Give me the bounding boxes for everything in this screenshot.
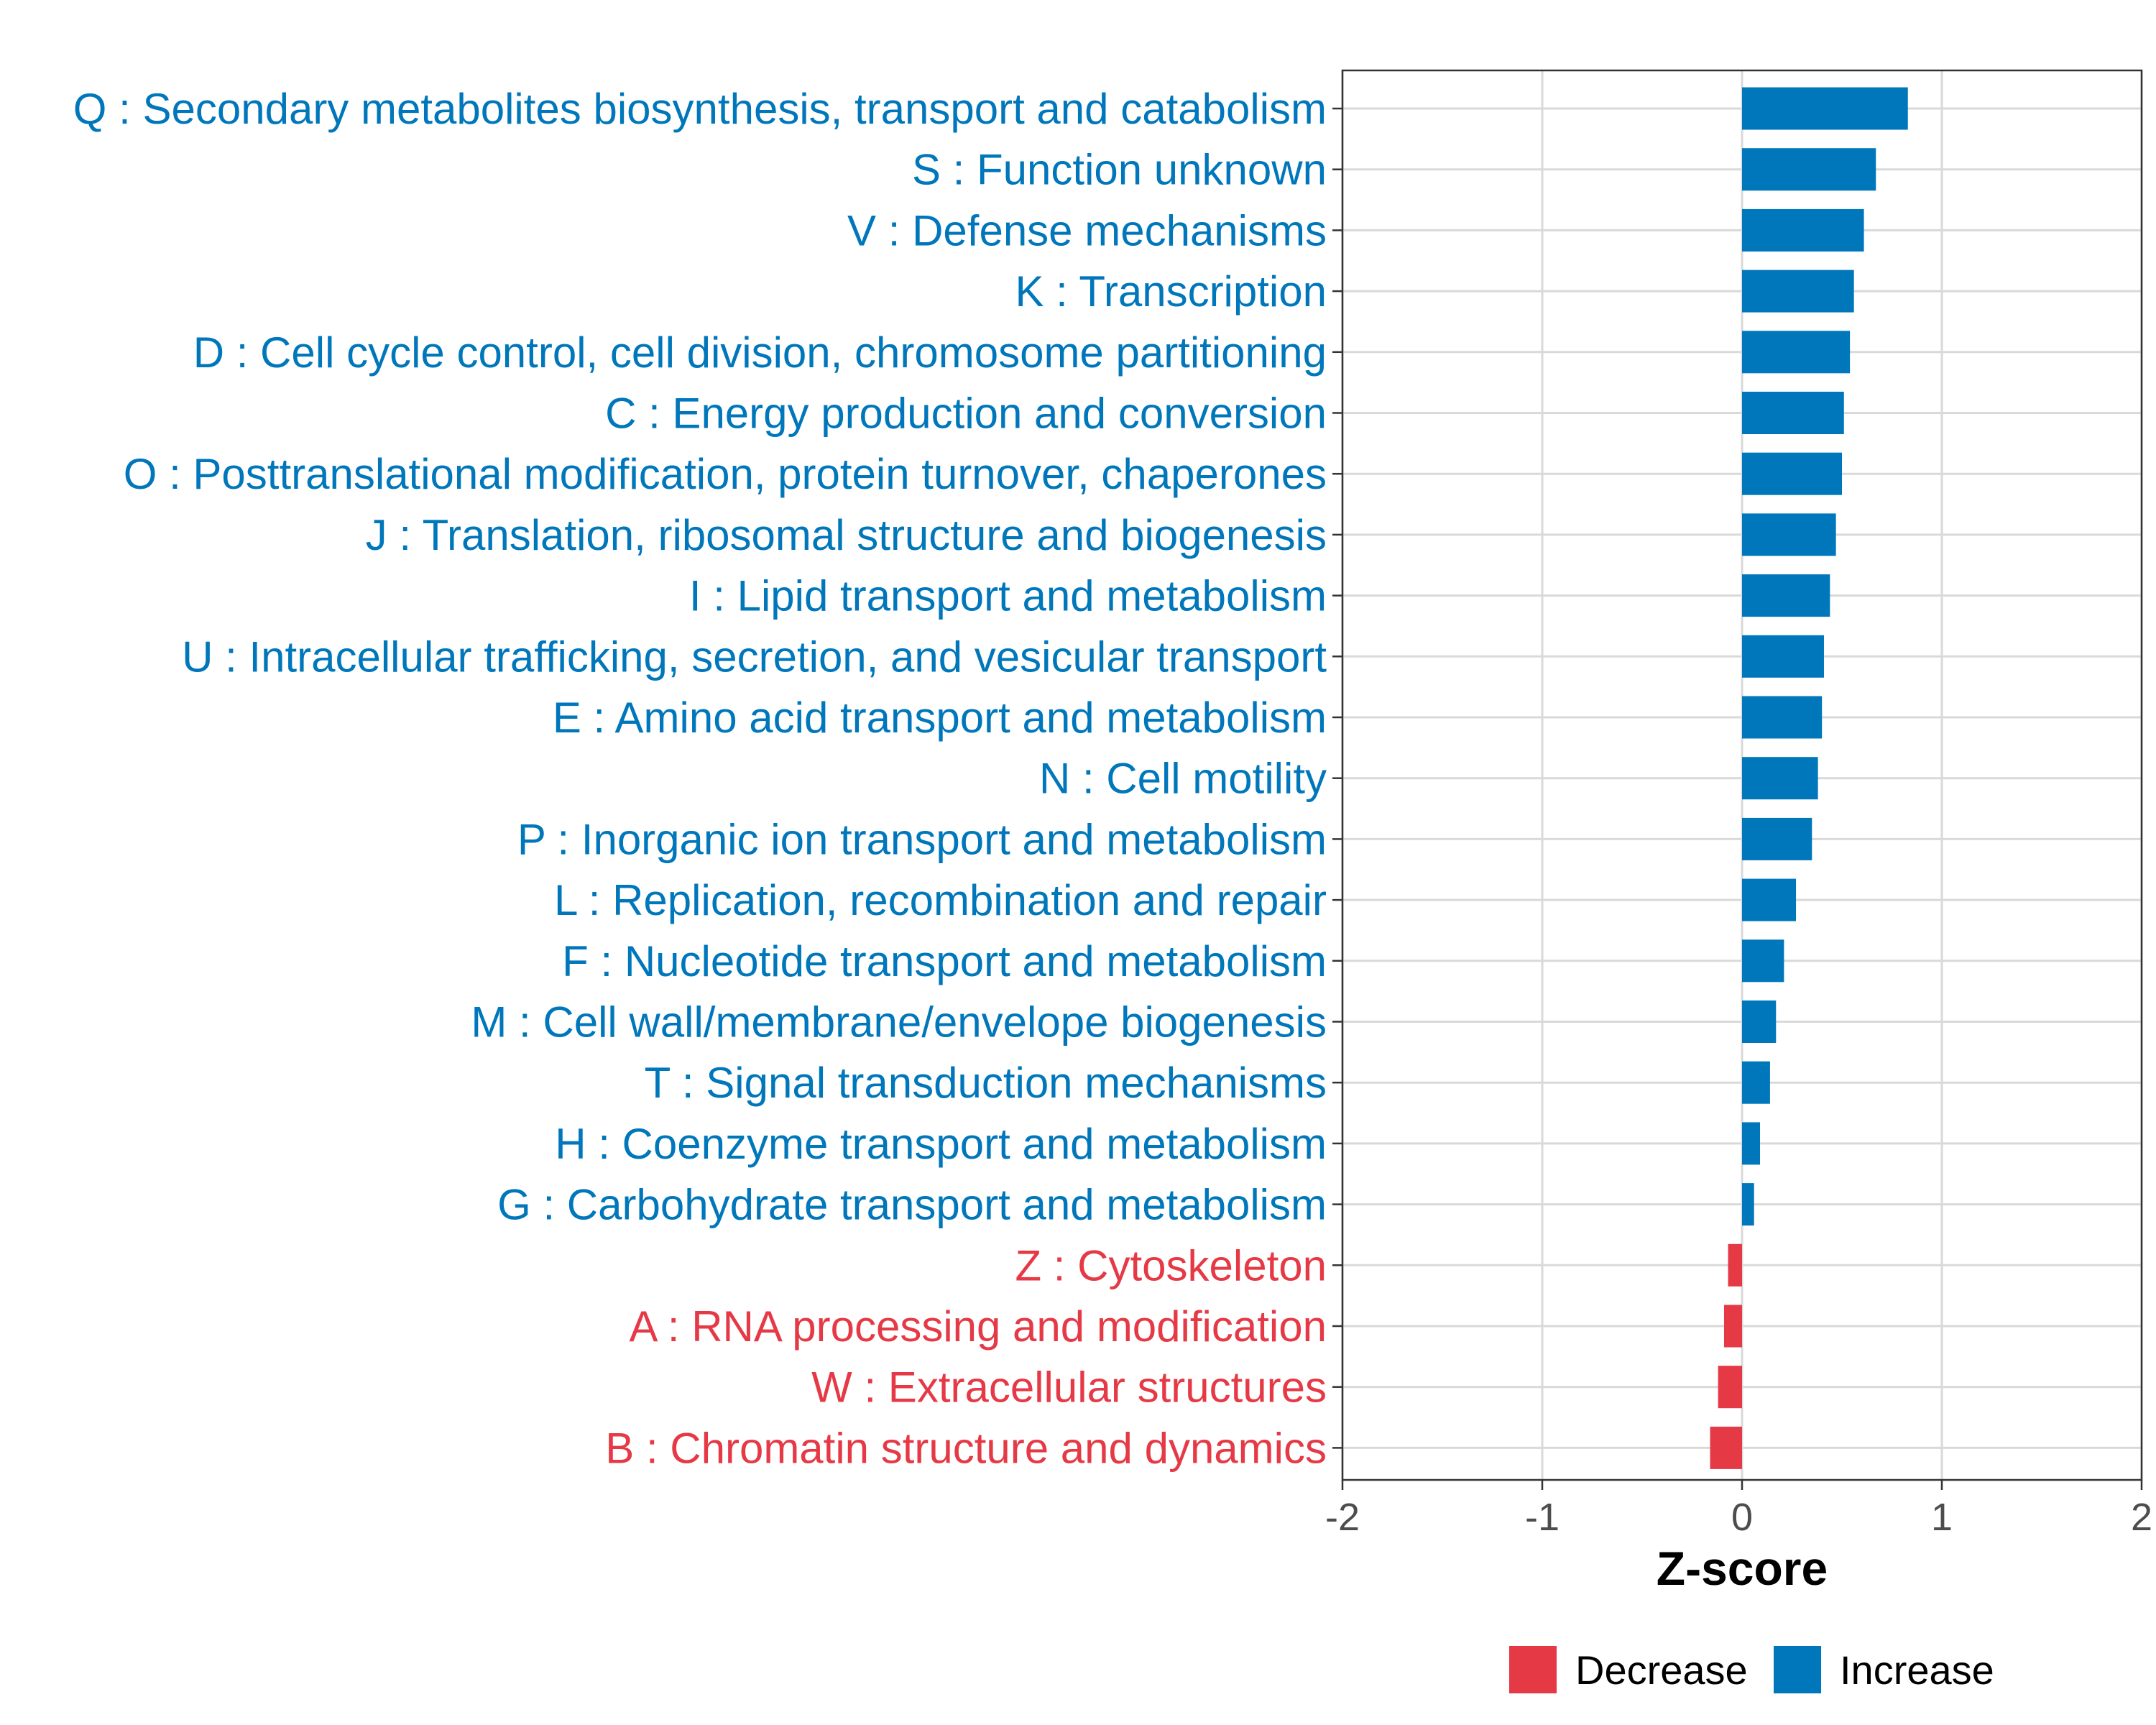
category-label-14: F : Nucleotide transport and metabolism — [562, 937, 1327, 985]
bar-8 — [1742, 574, 1830, 617]
bar-9 — [1742, 635, 1824, 678]
bar-20 — [1723, 1305, 1742, 1348]
bar-17 — [1742, 1122, 1761, 1165]
x-tick-label-1: -1 — [1525, 1496, 1560, 1539]
category-label-9: U : Intracellular trafficking, secretion… — [182, 632, 1327, 681]
bars — [1710, 87, 1908, 1469]
bar-15 — [1742, 1000, 1777, 1043]
category-label-11: N : Cell motility — [1039, 755, 1327, 803]
category-label-7: J : Translation, ribosomal structure and… — [366, 511, 1327, 559]
bar-1 — [1742, 148, 1876, 191]
bar-7 — [1742, 513, 1836, 556]
category-label-3: K : Transcription — [1015, 267, 1327, 316]
bar-3 — [1742, 270, 1854, 313]
category-label-0: Q : Secondary metabolites biosynthesis, … — [73, 85, 1327, 133]
category-label-19: Z : Cytoskeleton — [1015, 1241, 1327, 1289]
category-label-5: C : Energy production and conversion — [605, 390, 1327, 438]
legend: Decrease Increase — [1509, 1646, 1994, 1693]
x-axis-title: Z-score — [1657, 1542, 1828, 1595]
category-label-8: I : Lipid transport and metabolism — [689, 572, 1327, 620]
x-axis: -2 -1 0 1 2 — [1325, 1480, 2152, 1539]
category-label-16: T : Signal transduction mechanisms — [645, 1059, 1327, 1107]
bar-21 — [1718, 1366, 1742, 1409]
legend-swatch-increase — [1774, 1646, 1821, 1693]
category-label-13: L : Replication, recombination and repai… — [554, 876, 1327, 924]
bar-19 — [1728, 1243, 1742, 1287]
category-label-6: O : Posttranslational modification, prot… — [124, 450, 1327, 498]
bar-14 — [1742, 939, 1784, 983]
bar-5 — [1742, 392, 1844, 434]
category-label-21: W : Extracellular structures — [811, 1363, 1327, 1412]
legend-label-increase: Increase — [1840, 1647, 1994, 1693]
category-label-4: D : Cell cycle control, cell division, c… — [193, 328, 1327, 377]
legend-swatch-decrease — [1509, 1646, 1557, 1693]
category-label-22: B : Chromatin structure and dynamics — [605, 1424, 1327, 1472]
category-label-15: M : Cell wall/membrane/envelope biogenes… — [471, 998, 1327, 1046]
category-label-12: P : Inorganic ion transport and metaboli… — [517, 815, 1327, 863]
category-label-10: E : Amino acid transport and metabolism — [553, 694, 1327, 742]
bar-13 — [1742, 878, 1797, 921]
bar-4 — [1742, 331, 1851, 374]
bar-16 — [1742, 1061, 1770, 1104]
bar-10 — [1742, 696, 1823, 739]
bar-11 — [1742, 757, 1818, 800]
category-label-20: A : RNA processing and modification — [629, 1302, 1327, 1351]
x-tick-label-2: 0 — [1731, 1496, 1753, 1539]
bar-2 — [1742, 208, 1864, 252]
x-tick-label-3: 1 — [1931, 1496, 1953, 1539]
bar-12 — [1742, 817, 1812, 860]
bar-0 — [1742, 87, 1908, 130]
bar-18 — [1742, 1183, 1754, 1226]
legend-label-decrease: Decrease — [1575, 1647, 1748, 1693]
x-tick-label-0: -2 — [1325, 1496, 1360, 1539]
category-label-18: G : Carbohydrate transport and metabolis… — [497, 1181, 1327, 1229]
y-axis: Q : Secondary metabolites biosynthesis, … — [73, 85, 1342, 1472]
x-tick-label-4: 2 — [2131, 1496, 2152, 1539]
bar-22 — [1710, 1426, 1742, 1469]
category-label-1: S : Function unknown — [912, 146, 1327, 194]
category-label-2: V : Defense mechanisms — [847, 206, 1327, 254]
category-label-17: H : Coenzyme transport and metabolism — [555, 1120, 1327, 1168]
bar-6 — [1742, 452, 1842, 495]
